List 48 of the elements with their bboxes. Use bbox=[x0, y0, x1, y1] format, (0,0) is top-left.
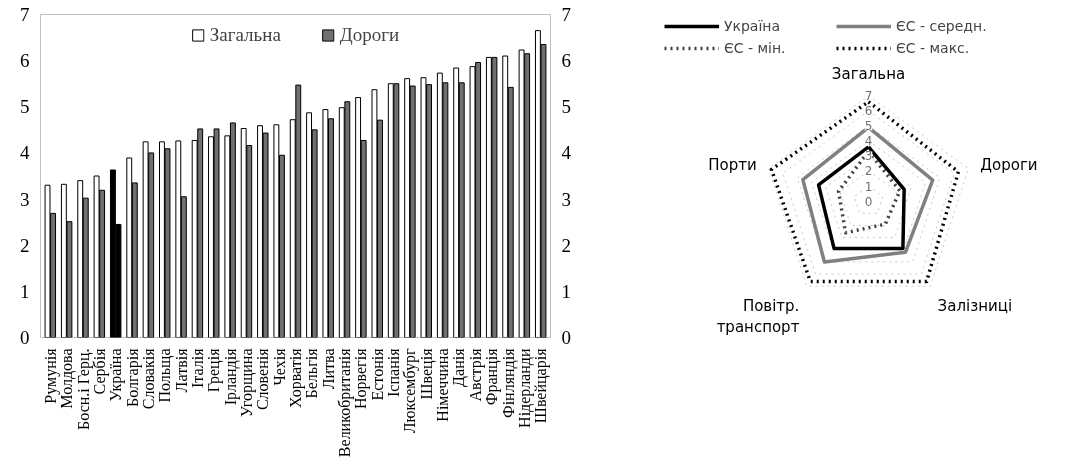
x-tick-label: Греція bbox=[205, 347, 224, 393]
x-tick-label: Хорватія bbox=[287, 347, 305, 408]
x-tick-label: Люксембург bbox=[401, 348, 420, 434]
x-tick-label: Італія bbox=[188, 347, 206, 389]
y2-tick-label: 6 bbox=[561, 50, 571, 72]
legend-label: Дороги bbox=[339, 24, 400, 46]
x-tick-label: Іспанія bbox=[385, 347, 403, 397]
y-tick-label: 7 bbox=[20, 4, 30, 25]
spoke-label: Повітр. транспорт bbox=[716, 296, 800, 337]
y-tick-label: 2 bbox=[864, 164, 873, 179]
legend-label: ЄС - мін. bbox=[724, 40, 787, 56]
y-tick-label: 4 bbox=[864, 134, 873, 149]
y-tick-label: 5 bbox=[864, 119, 873, 134]
legend-label: ЄС - середн. bbox=[896, 18, 988, 34]
y2-tick-label: 5 bbox=[561, 96, 571, 118]
y2-tick-label: 3 bbox=[561, 188, 571, 210]
y-tick-label: 1 bbox=[864, 179, 873, 194]
y2-tick-label: 7 bbox=[561, 4, 571, 25]
y-tick-label: 4 bbox=[20, 142, 30, 164]
y-tick-label: 0 bbox=[20, 327, 30, 348]
legend-label: Україна bbox=[724, 18, 782, 34]
x-tick-label: Німеччина bbox=[434, 348, 452, 422]
y-tick-label: 6 bbox=[20, 50, 30, 72]
y2-tick-label: 0 bbox=[561, 327, 571, 348]
y-tick-label: 7 bbox=[864, 89, 873, 104]
y-tick-label: 3 bbox=[864, 149, 873, 164]
spoke-label: Порти bbox=[708, 155, 757, 174]
spoke-label: Дороги bbox=[980, 155, 1038, 174]
y-tick-label: 2 bbox=[20, 234, 30, 256]
y-tick-label: 0 bbox=[864, 194, 873, 209]
x-tick-label: Великобританія bbox=[336, 347, 355, 458]
x-tick-label: Литва bbox=[319, 348, 337, 390]
spoke-label: Загальна bbox=[831, 65, 906, 84]
y2-tick-label: 4 bbox=[561, 142, 572, 164]
y-tick-label: 5 bbox=[20, 96, 30, 118]
legend-label: Загальна bbox=[209, 24, 281, 46]
y-tick-label: 1 bbox=[20, 280, 30, 302]
x-tick-label: Латвія bbox=[172, 347, 190, 393]
spoke-label: Залізниці bbox=[937, 296, 1013, 315]
x-tick-label: Польща bbox=[156, 348, 175, 403]
x-tick-label: Чехія bbox=[270, 347, 288, 386]
y-tick-label: 3 bbox=[20, 188, 30, 210]
x-tick-label: Румунія bbox=[41, 347, 60, 404]
x-tick-label: Данія bbox=[450, 347, 469, 387]
y-tick-label: 6 bbox=[864, 104, 873, 119]
legend-label: ЄС - макс. bbox=[896, 40, 971, 56]
y2-tick-label: 1 bbox=[561, 280, 571, 302]
y2-tick-label: 2 bbox=[561, 234, 571, 256]
